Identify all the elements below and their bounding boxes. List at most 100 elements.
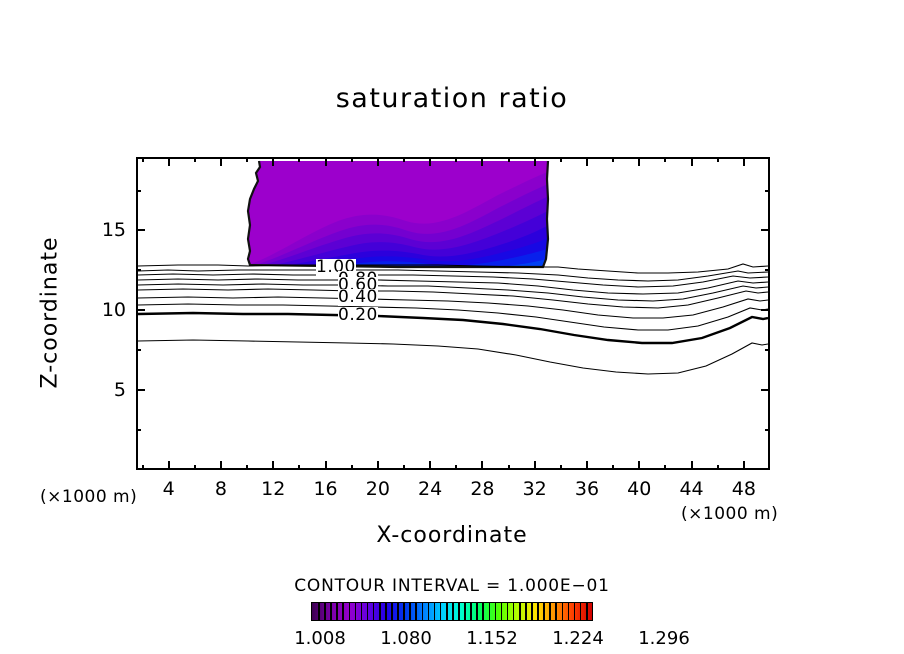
colorbar-separator	[336, 603, 338, 620]
y-axis-tick-minor	[136, 349, 141, 352]
colorbar-separator	[415, 603, 418, 620]
colorbar-separator	[385, 603, 387, 620]
x-axis-tick-major	[324, 461, 327, 470]
x-axis-tick-label: 16	[313, 478, 338, 500]
colorbar-separator	[555, 603, 558, 620]
y-axis-tick-right-minor	[765, 349, 770, 352]
x-axis-tick-top-major	[742, 157, 745, 166]
x-axis-tick-top-major	[167, 157, 170, 166]
colorbar-separator	[500, 603, 503, 620]
x-axis-tick-top-minor	[507, 157, 510, 162]
colorbar-separator	[494, 603, 497, 620]
y-axis-tick-right-major	[761, 229, 770, 232]
x-axis-tick-minor	[141, 465, 144, 470]
y-axis-unit-label: (×1000 m)	[40, 487, 138, 507]
colorbar-separator	[567, 603, 570, 620]
x-axis-tick-major	[533, 461, 536, 470]
colorbar-separator	[378, 603, 381, 620]
colorbar-separator	[470, 603, 472, 620]
x-axis-tick-minor	[716, 465, 719, 470]
x-axis-unit-label: (×1000 m)	[681, 504, 779, 524]
y-axis-tick-right-minor	[765, 189, 770, 192]
x-axis-tick-major	[690, 461, 693, 470]
x-axis-tick-top-major	[638, 157, 641, 166]
x-axis-tick-minor	[402, 465, 405, 470]
colorbar-separator	[525, 603, 527, 620]
x-axis-tick-label: 36	[574, 478, 600, 500]
colorbar-separator	[543, 603, 545, 620]
y-axis-tick-label: 5	[113, 379, 126, 402]
colorbar-separator	[433, 603, 436, 620]
x-axis-tick-major	[742, 461, 745, 470]
y-axis-tick-right-minor	[765, 429, 770, 432]
colorbar-separator	[458, 603, 460, 620]
x-axis-tick-label: 12	[261, 478, 286, 500]
x-axis-tick-top-minor	[350, 157, 353, 162]
colorbar-separator	[360, 603, 363, 620]
x-axis-tick-label: 32	[522, 478, 547, 500]
y-axis-tick-minor	[136, 429, 141, 432]
contour-plot-svg	[138, 160, 768, 375]
colorbar-separator	[427, 603, 430, 620]
colorbar-separator	[372, 603, 375, 620]
x-axis-tick-major	[481, 461, 484, 470]
x-axis-tick-label: 28	[470, 478, 495, 500]
contour-label-0.20: 0.20	[338, 305, 378, 325]
x-axis-tick-top-major	[272, 157, 275, 166]
colorbar-separator	[348, 603, 351, 620]
colorbar-separator	[354, 603, 357, 620]
colorbar-separator	[482, 603, 485, 620]
colorbar-caption: CONTOUR INTERVAL = 1.000E−01	[294, 576, 610, 596]
colorbar-separator	[549, 603, 551, 620]
colorbar-separator	[506, 603, 509, 620]
x-axis-tick-label: 40	[627, 478, 652, 500]
colorbar-separator	[445, 603, 448, 620]
x-axis-tick-label: 20	[365, 478, 390, 500]
colorbar-separator	[439, 603, 442, 620]
x-axis-tick-top-minor	[664, 157, 667, 162]
y-axis-tick-major	[136, 229, 145, 232]
x-axis-tick-top-minor	[141, 157, 144, 162]
x-axis-tick-top-major	[376, 157, 379, 166]
colorbar-separator	[573, 603, 576, 620]
page-title: saturation ratio	[335, 83, 569, 114]
x-axis-tick-label: 8	[214, 478, 228, 500]
x-axis-tick-top-major	[533, 157, 536, 166]
x-axis-tick-top-minor	[298, 157, 301, 162]
x-axis-tick-major	[429, 461, 432, 470]
x-axis-tick-minor	[298, 465, 301, 470]
y-axis-tick-minor	[136, 269, 141, 272]
x-axis-tick-top-minor	[716, 157, 719, 162]
colorbar-separator	[531, 603, 533, 620]
x-axis-tick-minor	[246, 465, 249, 470]
x-axis-tick-top-major	[219, 157, 222, 166]
colorbar-separator	[585, 603, 588, 620]
x-axis-tick-label: 24	[418, 478, 443, 500]
x-axis-tick-top-major	[429, 157, 432, 166]
colorbar-separator	[512, 603, 515, 620]
colorbar	[311, 602, 593, 621]
x-axis-tick-minor	[455, 465, 458, 470]
colorbar-separator	[397, 603, 399, 620]
colorbar-tick-label: 1.008	[294, 628, 346, 649]
colorbar-tick-label: 1.224	[552, 628, 604, 649]
colorbar-separator	[579, 603, 582, 620]
x-axis-tick-major	[272, 461, 275, 470]
y-axis-tick-right-major	[761, 309, 770, 312]
y-axis-tick-right-major	[761, 389, 770, 392]
contour-label-0.40: 0.40	[338, 287, 378, 307]
x-axis-tick-top-major	[481, 157, 484, 166]
x-axis-tick-major	[638, 461, 641, 470]
colorbar-tick-label: 1.296	[638, 628, 690, 649]
plot-area: 1.00 0.80 0.60 0.40 0.20	[136, 157, 770, 470]
x-axis-tick-major	[376, 461, 379, 470]
x-axis-title: X-coordinate	[376, 523, 528, 548]
y-axis-tick-major	[136, 389, 145, 392]
x-axis-tick-top-minor	[612, 157, 615, 162]
colorbar-separator	[518, 603, 521, 620]
colorbar-separator	[464, 603, 466, 620]
x-axis-tick-label: 48	[731, 478, 756, 500]
y-axis-tick-label: 10	[101, 299, 126, 322]
x-axis-tick-major	[219, 461, 222, 470]
